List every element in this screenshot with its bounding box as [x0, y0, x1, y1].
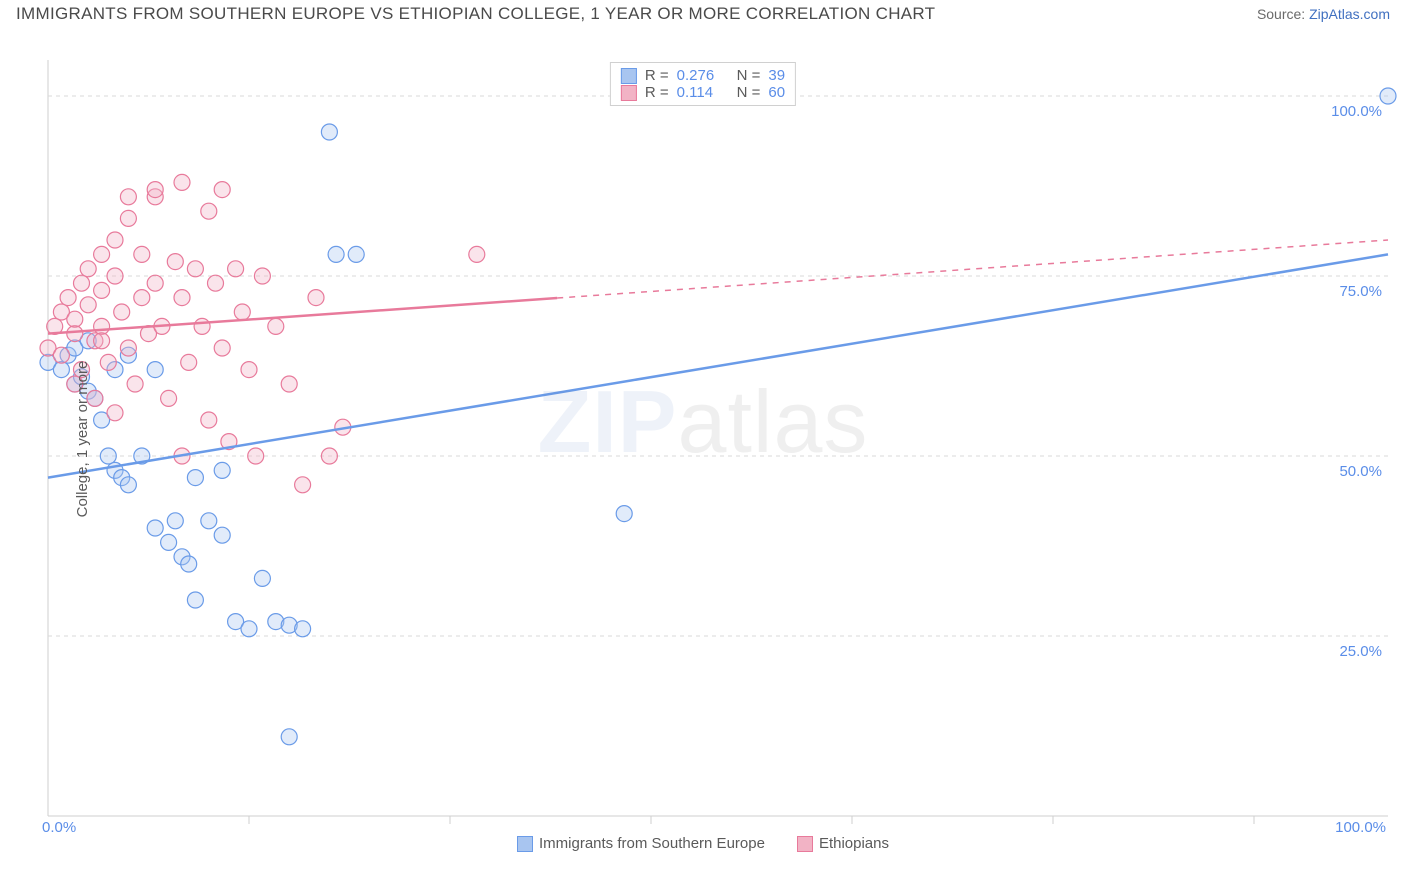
legend-swatch: [621, 85, 637, 101]
legend-swatch: [517, 836, 533, 852]
footer-legend-item: Ethiopians: [797, 835, 889, 852]
legend-n-value: 60: [768, 84, 785, 101]
y-axis-label: College, 1 year or more: [74, 361, 91, 518]
legend-swatch: [621, 68, 637, 84]
footer-legend: Immigrants from Southern Europe Ethiopian…: [0, 835, 1406, 854]
footer-legend-item: Immigrants from Southern Europe: [517, 835, 765, 852]
source-prefix: Source:: [1257, 6, 1309, 22]
svg-text:75.0%: 75.0%: [1339, 283, 1382, 300]
x-axis-max-label: 100.0%: [1335, 819, 1386, 836]
legend-n-value: 39: [768, 67, 785, 84]
x-axis-min-label: 0.0%: [42, 819, 76, 836]
source-label: Source: ZipAtlas.com: [1257, 6, 1390, 22]
svg-text:25.0%: 25.0%: [1339, 643, 1382, 660]
svg-text:50.0%: 50.0%: [1339, 463, 1382, 480]
legend-swatch: [797, 836, 813, 852]
legend-r-value: 0.276: [677, 67, 729, 84]
legend-label: Ethiopians: [819, 835, 889, 852]
legend-r-label: R =: [645, 84, 669, 101]
legend-n-label: N =: [737, 67, 761, 84]
svg-text:100.0%: 100.0%: [1331, 103, 1382, 120]
legend-r-value: 0.114: [677, 84, 729, 101]
source-link[interactable]: ZipAtlas.com: [1309, 6, 1390, 22]
chart-area: College, 1 year or more ZIPatlas 25.0%50…: [0, 24, 1406, 854]
correlation-legend: R = 0.276 N = 39 R = 0.114 N = 60: [610, 62, 796, 106]
legend-r-label: R =: [645, 67, 669, 84]
scatter-chart: 25.0% 50.0% 75.0% 100.0%: [0, 24, 1406, 854]
legend-row: R = 0.114 N = 60: [621, 84, 785, 101]
legend-row: R = 0.276 N = 39: [621, 67, 785, 84]
legend-label: Immigrants from Southern Europe: [539, 835, 765, 852]
chart-title: IMMIGRANTS FROM SOUTHERN EUROPE VS ETHIO…: [16, 4, 935, 24]
legend-n-label: N =: [737, 84, 761, 101]
